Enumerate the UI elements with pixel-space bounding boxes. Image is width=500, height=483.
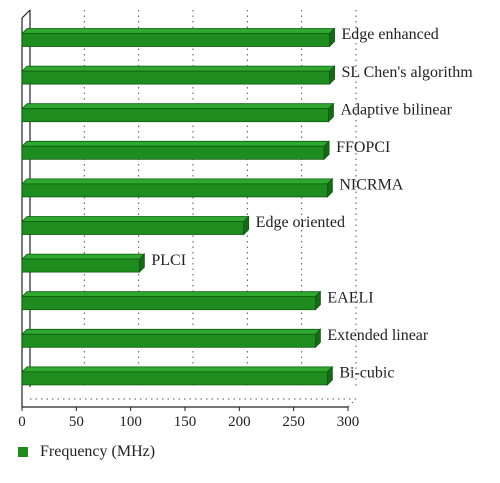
legend: Frequency (MHz) <box>18 443 155 461</box>
x-axis-right-edge <box>347 398 357 408</box>
bar-chart: 0 50 100 150 200 250 300 Edge enhanced SL Chen's… <box>18 9 474 430</box>
bar-label: Edge enhanced <box>342 26 439 43</box>
x-tick-label: 150 <box>174 414 197 430</box>
bar-label: PLCI <box>151 252 186 269</box>
bar <box>21 328 322 349</box>
bar-label: Edge oriented <box>256 214 345 231</box>
bar <box>21 177 334 198</box>
bar <box>21 253 146 274</box>
bar-label: NICRMA <box>339 177 403 194</box>
x-tick-label: 0 <box>18 414 26 430</box>
x-tick-label: 100 <box>119 414 142 430</box>
x-tick-label: 200 <box>228 414 251 430</box>
x-tick-label: 300 <box>337 414 360 430</box>
legend-swatch <box>18 447 28 457</box>
bar-label: FFOPCI <box>336 139 390 156</box>
bar-label: Bi-cubic <box>339 365 394 382</box>
bar-label: Adaptive bilinear <box>340 101 452 118</box>
bar-label: SL Chen's algorithm <box>342 64 474 81</box>
bar-label: EAELI <box>327 289 373 306</box>
bar <box>21 290 322 311</box>
legend-label: Frequency (MHz) <box>40 443 156 460</box>
bar <box>21 65 336 86</box>
y-axis-top-edge <box>21 9 31 19</box>
bar-label: Extended linear <box>327 327 429 344</box>
x-tick-label: 50 <box>69 414 84 430</box>
bar <box>21 27 336 48</box>
bar <box>21 102 335 123</box>
bar <box>21 140 331 161</box>
x-tick-label: 250 <box>282 414 305 430</box>
bar <box>21 215 250 236</box>
bar <box>21 365 334 386</box>
